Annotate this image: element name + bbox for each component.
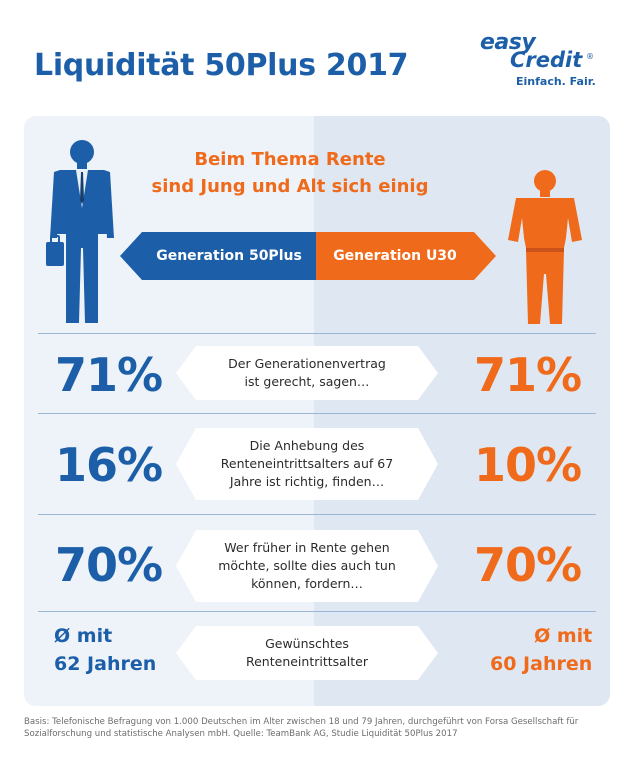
- statement-line: Gewünschtes: [265, 636, 349, 651]
- row-divider: [38, 611, 596, 612]
- statement-line: Der Generationenvertrag: [228, 356, 386, 371]
- logo-slogan: Einfach. Fair.: [516, 75, 596, 88]
- logo-brand-line1: easy: [480, 30, 536, 55]
- generation-50plus-banner: Generation 50Plus: [120, 232, 316, 280]
- easycredit-logo: easy Credit ® Einfach. Fair.: [480, 30, 600, 92]
- stat-50plus-rente-mit-67: 16%: [55, 438, 163, 492]
- page-title: Liquidität 50Plus 2017: [34, 48, 409, 83]
- statement-generationenvertrag: Der Generationenvertrag ist gerecht, sag…: [176, 346, 438, 400]
- statement-renteneintrittsalter: Gewünschtes Renteneintrittsalter: [176, 626, 438, 680]
- age-line: Ø mit: [54, 625, 113, 647]
- stat-u30-rente-mit-67: 10%: [474, 438, 582, 492]
- statement-rente-mit-67: Die Anhebung des Renteneintrittsalters a…: [176, 428, 438, 500]
- statement-line: Die Anhebung des: [249, 438, 365, 453]
- infographic-panel: [24, 116, 610, 706]
- statement-line: Renteneintrittsalters auf 67: [220, 456, 394, 471]
- statement-line: Wer früher in Rente gehen: [224, 540, 390, 555]
- footnote-line: Sozialforschung und statistische Analyse…: [24, 729, 458, 739]
- logo-brand-line2: Credit: [510, 48, 583, 72]
- stat-u30-generationenvertrag: 71%: [474, 348, 582, 402]
- logo-registered-mark: ®: [586, 52, 594, 61]
- stat-50plus-generationenvertrag: 71%: [55, 348, 163, 402]
- young-person-icon: [508, 170, 582, 324]
- statement-line: können, fordern…: [251, 576, 363, 591]
- statement-line: ist gerecht, sagen…: [244, 374, 370, 389]
- stat-50plus-frueher-in-rente: 70%: [55, 538, 163, 592]
- statement-line: möchte, sollte dies auch tun: [218, 558, 396, 573]
- stat-u30-frueher-in-rente: 70%: [474, 538, 582, 592]
- age-line: 60 Jahren: [490, 653, 593, 675]
- headline-line1: Beim Thema Rente: [194, 149, 386, 170]
- row-divider: [38, 333, 596, 334]
- footnote-line: Basis: Telefonische Befragung von 1.000 …: [24, 717, 579, 727]
- age-50plus: Ø mit 62 Jahren: [54, 622, 156, 678]
- age-line: Ø mit: [534, 625, 593, 647]
- age-u30: Ø mit 60 Jahren: [490, 622, 592, 678]
- headline-line2: sind Jung und Alt sich einig: [151, 176, 429, 197]
- businessman-icon: [46, 140, 114, 323]
- row-divider: [38, 413, 596, 414]
- age-line: 62 Jahren: [54, 653, 157, 675]
- headline: Beim Thema Rente sind Jung und Alt sich …: [130, 146, 450, 200]
- statement-line: Jahre ist richtig, finden…: [229, 474, 385, 489]
- row-divider: [38, 514, 596, 515]
- generation-u30-banner: Generation U30: [316, 232, 496, 280]
- statement-line: Renteneintrittsalter: [245, 654, 369, 669]
- statement-frueher-in-rente: Wer früher in Rente gehen möchte, sollte…: [176, 530, 438, 602]
- source-footnote: Basis: Telefonische Befragung von 1.000 …: [24, 716, 604, 740]
